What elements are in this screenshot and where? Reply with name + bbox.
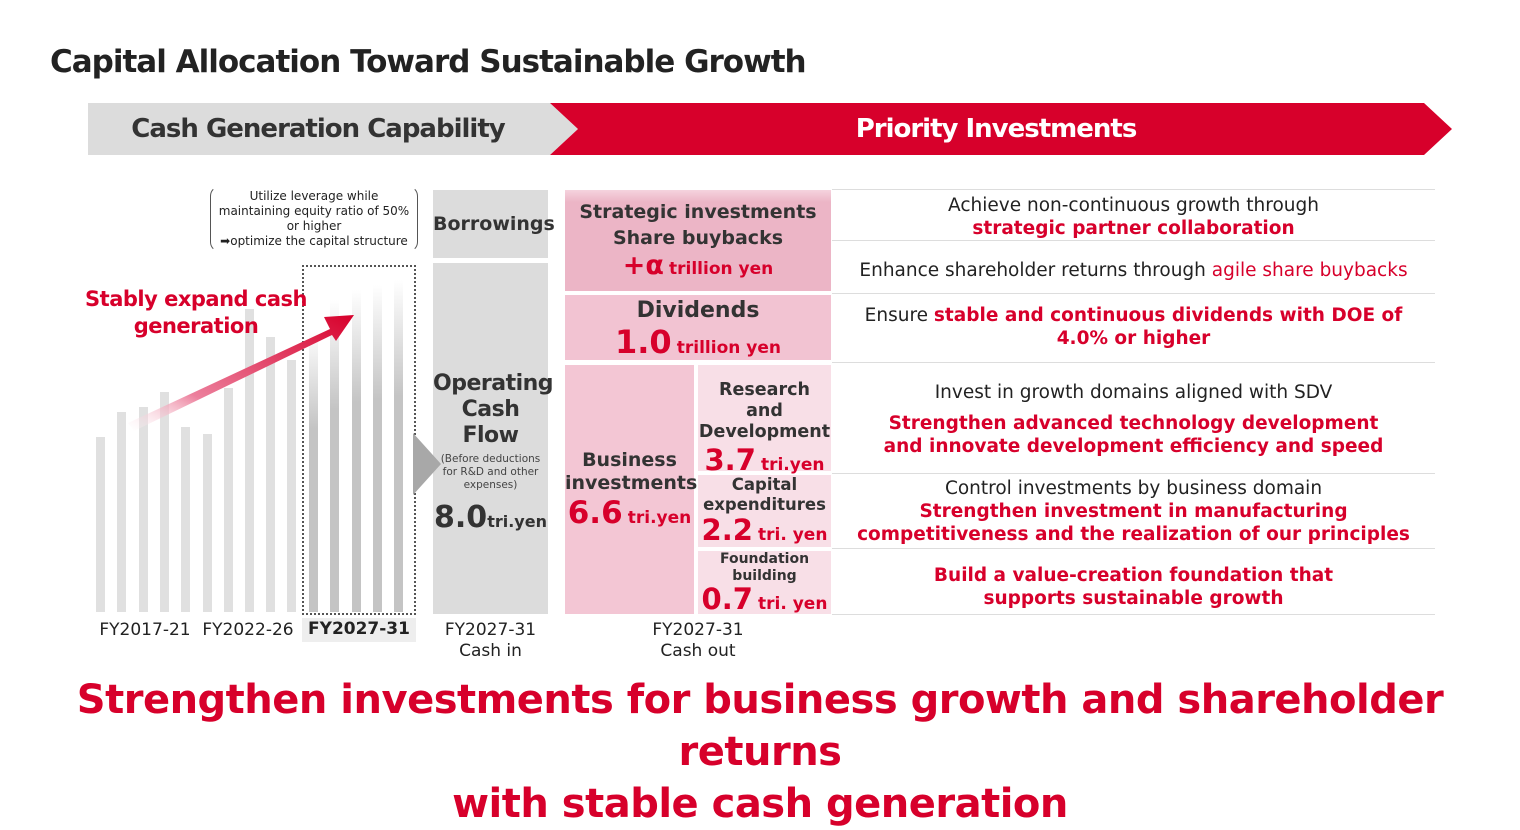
business-label: Business investments xyxy=(565,449,698,494)
foundation-unit: tri. yen xyxy=(758,594,828,614)
divider xyxy=(832,293,1435,294)
cash-bar xyxy=(160,392,169,612)
capex-value: 2.2 xyxy=(701,513,753,547)
strategic-label: Strategic investments xyxy=(579,201,817,223)
leverage-note: Utilize leverage while maintaining equit… xyxy=(210,186,418,252)
divider xyxy=(832,473,1435,474)
capex-label: Capital expenditures xyxy=(703,475,826,514)
divider xyxy=(832,189,1435,190)
foundation-value: 0.7 xyxy=(701,582,753,616)
period-label: FY2022-26 xyxy=(202,620,294,640)
cash-out-label: FY2027-31 Cash out xyxy=(565,620,831,662)
strategic-unit: trillion yen xyxy=(669,259,774,279)
cash-bar xyxy=(352,290,361,612)
note-line: ➡optimize the capital structure xyxy=(220,234,408,248)
conclusion-line: with stable cash generation xyxy=(452,781,1068,827)
divider xyxy=(832,614,1435,615)
cash-generation-label: Cash Generation Capability xyxy=(131,114,505,144)
desc-highlight: agile share buybacks xyxy=(1211,260,1408,281)
divider xyxy=(832,362,1435,363)
note-line: Utilize leverage while xyxy=(249,189,379,203)
cash-bar xyxy=(394,280,403,612)
cash-bar xyxy=(96,437,105,612)
dividends-unit: trillion yen xyxy=(676,338,781,358)
cash-bar xyxy=(139,407,148,612)
desc-text: Control investments by business domain xyxy=(944,478,1323,499)
cash-bar xyxy=(309,330,318,612)
dividends-label: Dividends xyxy=(636,298,760,323)
note-line: or higher xyxy=(286,219,342,233)
cash-bar xyxy=(245,309,254,612)
strategic-value: +α xyxy=(622,250,664,281)
business-value: 6.6 xyxy=(567,495,623,531)
dividend-description: Ensure stable and continuous dividends w… xyxy=(832,304,1435,350)
ocf-unit: tri.yen xyxy=(487,512,547,531)
growth-arrow-icon xyxy=(128,315,354,431)
business-box: Business investments 6.6 tri.yen xyxy=(565,365,698,614)
dividends-box: Dividends 1.0 trillion yen xyxy=(565,295,831,360)
foundation-description: Build a value-creation foundation that s… xyxy=(832,564,1435,610)
desc-highlight: strategic partner collaboration xyxy=(972,218,1295,239)
rnd-box: Research and Development 3.7 tri.yen xyxy=(698,365,831,477)
period-label: FY2027-31 xyxy=(302,618,416,642)
cash-bar xyxy=(181,427,190,612)
priority-investments-label: Priority Investments xyxy=(855,114,1138,144)
foundation-box: Foundation building 0.7 tri. yen xyxy=(698,551,831,614)
rnd-label: Research and Development xyxy=(698,380,831,442)
desc-text: Ensure xyxy=(864,305,934,326)
conclusion-line: Strengthen investments for business grow… xyxy=(76,677,1444,775)
business-unit: tri.yen xyxy=(627,508,692,528)
page-title: Capital Allocation Toward Sustainable Gr… xyxy=(50,44,807,80)
note-line: maintaining equity ratio of 50% xyxy=(218,204,410,218)
foundation-label: Foundation building xyxy=(719,551,810,584)
divider xyxy=(832,240,1435,241)
conclusion: Strengthen investments for business grow… xyxy=(0,674,1520,830)
rnd-unit: tri.yen xyxy=(760,455,825,475)
expand-cash-label: Stably expand cash generation xyxy=(85,287,307,338)
rnd-description: Invest in growth domains aligned with SD… xyxy=(832,381,1435,458)
cash-generation-band: Cash Generation Capability xyxy=(88,103,578,155)
capex-description: Control investments by business domain St… xyxy=(832,477,1435,546)
cash-bar xyxy=(224,388,233,612)
cash-bar xyxy=(266,337,275,612)
cash-bar xyxy=(203,434,212,612)
buyback-label: Share buybacks xyxy=(612,227,784,249)
capex-box: Capital expenditures 2.2 tri. yen xyxy=(698,475,831,547)
capex-unit: tri. yen xyxy=(758,525,828,545)
desc-text: Enhance shareholder returns through xyxy=(859,260,1212,281)
period-label: FY2017-21 xyxy=(99,620,191,640)
desc-highlight: stable and continuous dividends with DOE… xyxy=(933,305,1403,349)
cash-bar xyxy=(373,285,382,612)
buyback-description: Enhance shareholder returns through agil… xyxy=(832,259,1435,282)
cash-in-period: FY2027-31 xyxy=(444,620,537,640)
divider xyxy=(832,548,1435,549)
ocf-value: 8.0 xyxy=(434,500,488,535)
desc-highlight: Strengthen advanced technology developme… xyxy=(883,413,1384,457)
priority-investments-band: Priority Investments xyxy=(550,103,1452,155)
desc-highlight: Strengthen investment in manufacturing c… xyxy=(857,501,1410,545)
ocf-box: Operating Cash Flow (Before deductions f… xyxy=(433,263,554,614)
dividends-value: 1.0 xyxy=(614,323,672,361)
strategic-description: Achieve non-continuous growth through str… xyxy=(832,194,1435,240)
cash-out-caption: Cash out xyxy=(660,641,736,661)
ocf-note: (Before deductions for R&D and other exp… xyxy=(440,453,541,491)
desc-highlight: Build a value-creation foundation that s… xyxy=(933,565,1334,609)
desc-text: Achieve non-continuous growth through xyxy=(948,195,1319,216)
cash-bar xyxy=(287,360,296,612)
cash-in-caption: Cash in xyxy=(459,641,522,661)
borrowings-box: Borrowings xyxy=(433,190,555,258)
cash-bar xyxy=(330,300,339,612)
ocf-title: Operating Cash Flow xyxy=(433,371,554,448)
cash-out-period: FY2027-31 xyxy=(652,620,744,640)
strategic-box: Strategic investments Share buybacks +α … xyxy=(565,190,831,291)
cash-in-label: FY2027-31 Cash in xyxy=(433,620,548,662)
desc-text: Invest in growth domains aligned with SD… xyxy=(934,382,1333,403)
rnd-value: 3.7 xyxy=(704,443,756,477)
cash-bar xyxy=(117,412,126,612)
